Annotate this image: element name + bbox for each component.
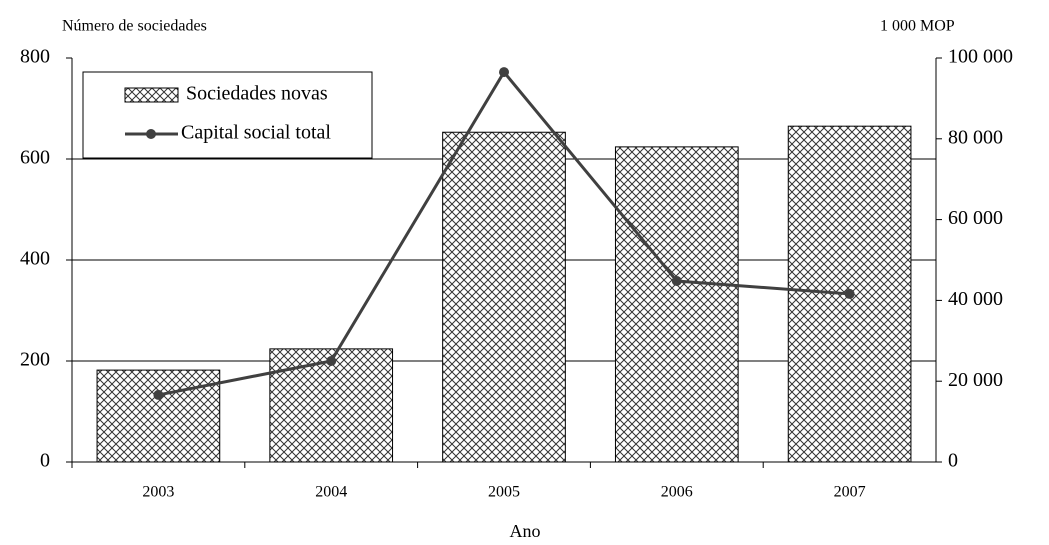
y2-tick-label: 40 000 bbox=[948, 288, 1003, 310]
x-tick-label: 2006 bbox=[661, 484, 693, 501]
x-tick-label: 2007 bbox=[834, 484, 866, 501]
legend-swatch-point bbox=[146, 129, 156, 139]
y-tick-label: 400 bbox=[20, 248, 50, 270]
bar bbox=[614, 146, 739, 463]
bar bbox=[96, 369, 221, 463]
legend-box bbox=[82, 71, 373, 159]
x-tick-label: 2004 bbox=[315, 484, 347, 501]
y2-tick-label: 100 000 bbox=[948, 46, 1013, 68]
line-point bbox=[326, 356, 337, 366]
y2-tick-label: 20 000 bbox=[948, 369, 1003, 391]
line-point bbox=[844, 288, 855, 299]
legend-label: Sociedades novas bbox=[186, 83, 328, 105]
y2-tick-label: 0 bbox=[948, 450, 958, 472]
y2-tick-label: 60 000 bbox=[948, 207, 1003, 229]
x-tick-label: 2005 bbox=[488, 484, 520, 501]
line-point bbox=[153, 389, 164, 400]
legend-swatch bbox=[124, 87, 179, 103]
line-point bbox=[671, 276, 682, 287]
y-tick-label: 800 bbox=[20, 46, 50, 68]
bar bbox=[269, 348, 394, 463]
y-tick-label: 0 bbox=[40, 450, 50, 472]
legend-label: Capital social total bbox=[181, 122, 331, 144]
y-axis-title: Número de sociedades bbox=[62, 18, 207, 35]
bar bbox=[442, 131, 566, 463]
y-tick-label: 600 bbox=[20, 147, 50, 169]
y-tick-label: 200 bbox=[20, 349, 50, 371]
y2-tick-label: 80 000 bbox=[948, 126, 1003, 148]
line-point bbox=[499, 67, 509, 78]
y2-axis-title: 1 000 MOP bbox=[880, 18, 955, 35]
x-tick-label: 2003 bbox=[142, 484, 174, 501]
x-axis-title: Ano bbox=[510, 521, 541, 541]
